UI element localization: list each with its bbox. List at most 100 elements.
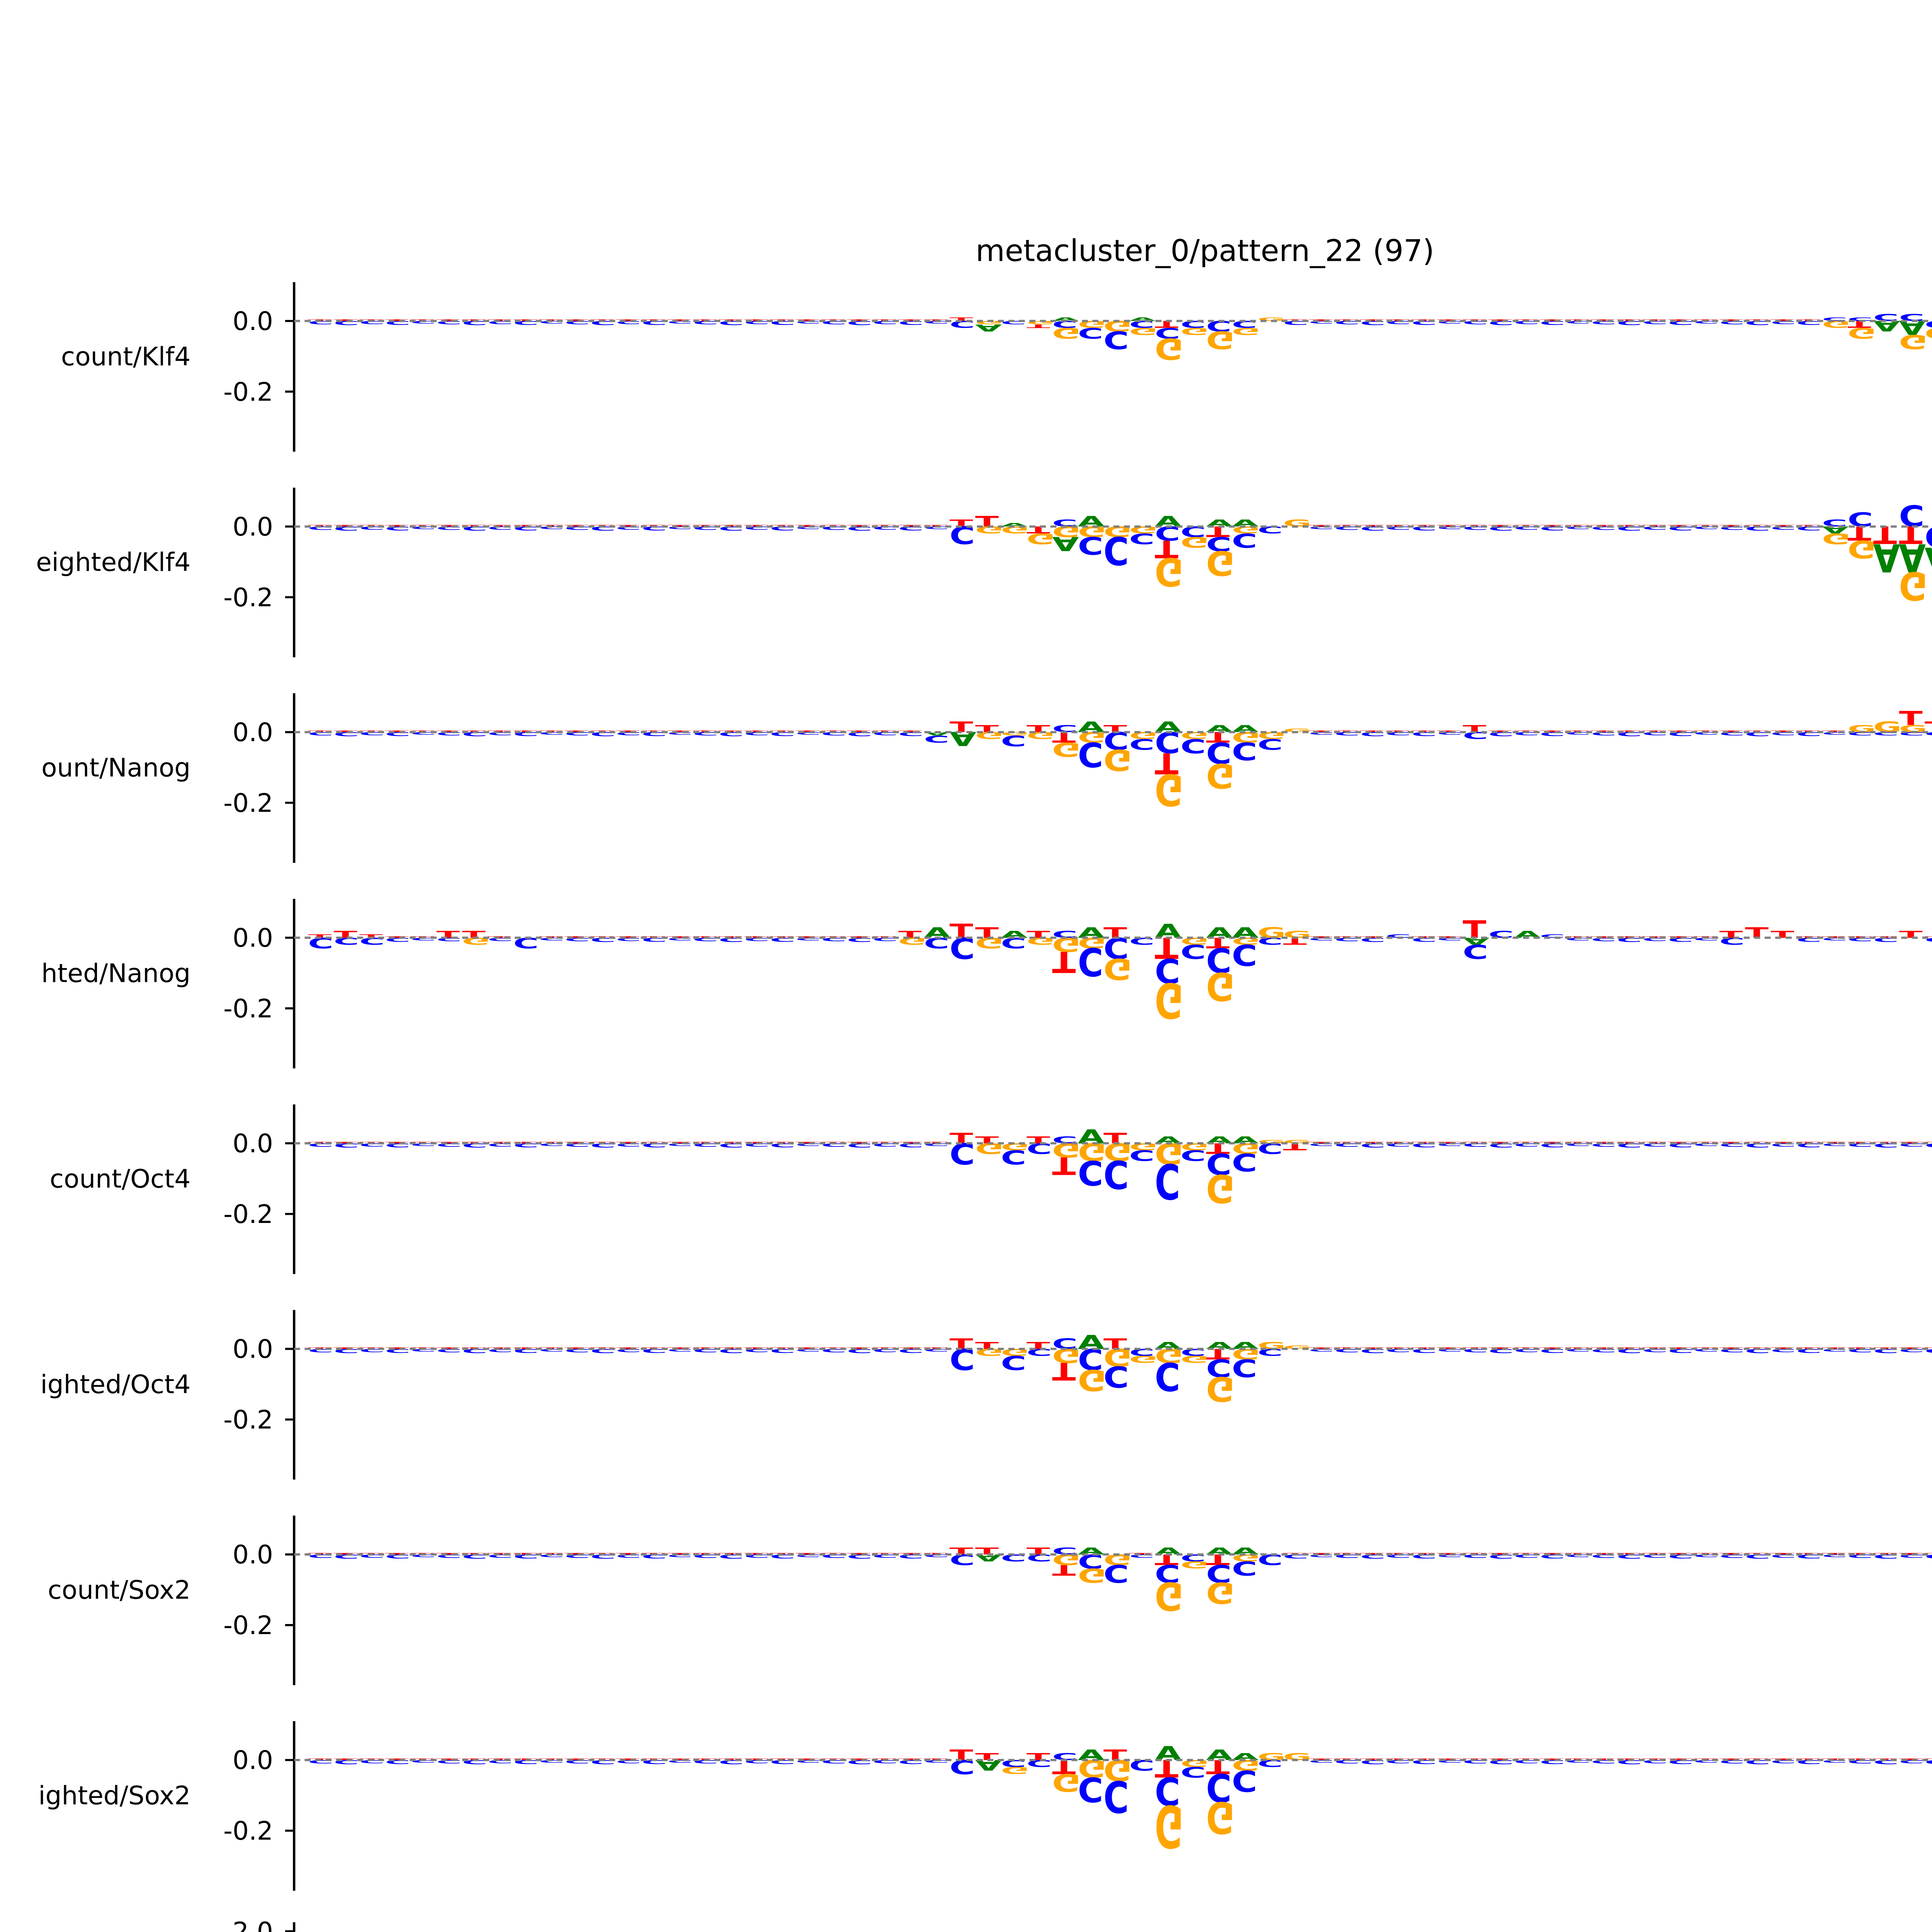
- logo-letter-c: C: [924, 526, 949, 530]
- logo-letter-c: C: [924, 1553, 949, 1558]
- logo-letter-c: C: [1309, 1759, 1334, 1764]
- logo-letter-c: C: [539, 320, 565, 325]
- logo-letter-g: G: [1026, 530, 1055, 547]
- logo-letter-t: T: [1360, 525, 1384, 527]
- logo-letter-c: C: [1283, 1553, 1309, 1559]
- logo-letter-c: C: [462, 320, 487, 326]
- logo-letter-t: T: [616, 525, 640, 527]
- logo-letter-t: T: [385, 730, 409, 733]
- logo-letter-c: C: [821, 731, 847, 737]
- logo-letter-g: G: [1180, 1141, 1209, 1152]
- logo-letter-c: C: [1514, 731, 1539, 736]
- logo-letter-c: C: [1437, 320, 1463, 325]
- panel-label: ighted/Oct4: [40, 1370, 190, 1400]
- logo-letter-c: C: [436, 1348, 462, 1354]
- logo-letter-a: A: [949, 727, 976, 750]
- logo-letter-g: G: [1129, 1141, 1158, 1152]
- logo-letter-t: T: [1463, 915, 1486, 944]
- logo-letter-t: T: [847, 319, 871, 321]
- logo-letter-c: C: [872, 1553, 898, 1558]
- logo-letter-t: T: [1309, 1141, 1333, 1144]
- logo-letter-t: T: [1437, 319, 1461, 321]
- logo-letter-g: G: [1155, 764, 1183, 815]
- logo-letter-c: C: [1334, 1348, 1360, 1354]
- logo-letter-c: C: [1565, 1142, 1591, 1147]
- logo-letter-t: T: [616, 1347, 640, 1349]
- logo-letter-c: C: [924, 1759, 949, 1764]
- logo-letter-t: T: [667, 936, 691, 938]
- logo-letter-c: C: [539, 526, 565, 530]
- logo-letter-c: C: [1078, 1770, 1103, 1809]
- logo-letter-t: T: [616, 936, 640, 938]
- logo-letter-c: C: [667, 1348, 693, 1352]
- logo-letter-t: T: [333, 1347, 357, 1349]
- logo-letter-c: C: [1129, 1147, 1155, 1164]
- logo-letter-t: T: [1822, 936, 1846, 938]
- logo-letter-g: G: [1206, 1576, 1235, 1610]
- logo-letter-g: G: [308, 1925, 337, 1932]
- logo-letter-c: C: [462, 1759, 487, 1765]
- logo-letter-c: C: [1822, 937, 1847, 941]
- logo-letter-a: A: [539, 1928, 566, 1932]
- logo-letter-t: T: [1591, 319, 1615, 321]
- logo-letter-g: G: [1001, 1765, 1029, 1776]
- logo-letter-g: G: [1155, 972, 1183, 1029]
- logo-letter-c: C: [847, 731, 872, 737]
- logo-letter-c: C: [1155, 1354, 1180, 1398]
- y-tick-label: 0.0: [233, 1745, 273, 1775]
- logo-letter-c: C: [872, 1759, 898, 1764]
- logo-letter-t: T: [436, 1347, 460, 1349]
- logo-letter-a: A: [1052, 532, 1079, 555]
- logo-letter-c: C: [1155, 725, 1180, 759]
- logo-letter-g: G: [1078, 1137, 1106, 1165]
- logo-letter-t: T: [1591, 1553, 1615, 1555]
- logo-letter-g: G: [1001, 524, 1029, 536]
- logo-letter-c: C: [1745, 1142, 1770, 1148]
- logo-letter-c: C: [821, 526, 847, 531]
- logo-letter-g: G: [1206, 1369, 1235, 1408]
- logo-letter-t: T: [1360, 730, 1384, 733]
- logo-letter-t: T: [1668, 936, 1692, 938]
- logo-letter-t: T: [333, 730, 357, 733]
- logo-letter-g: G: [1129, 524, 1158, 536]
- contrib-panel: 0.0-0.2ount/NanogTCTCTCTCTCTCTCTCTCTCTCT…: [41, 693, 1932, 863]
- logo-letter-c: C: [1001, 1351, 1026, 1374]
- logo-letter-a: A: [1180, 1905, 1208, 1932]
- logo-letter-t: T: [898, 730, 922, 733]
- logo-letter-t: T: [565, 936, 588, 938]
- logo-letter-a: A: [975, 322, 1002, 333]
- logo-letter-c: C: [1745, 525, 1770, 532]
- logo-letter-c: C: [1745, 1759, 1770, 1765]
- logo-letter-g: G: [1822, 530, 1850, 547]
- logo-letter-c: C: [1104, 726, 1129, 754]
- logo-letter-t: T: [1770, 1347, 1794, 1349]
- logo-letter-c: C: [821, 1553, 847, 1559]
- logo-letter-t: T: [436, 1141, 460, 1144]
- logo-letter-t: T: [1155, 931, 1179, 965]
- logo-letter-c: C: [1796, 1142, 1822, 1148]
- logo-letter-c: C: [1770, 1348, 1796, 1353]
- logo-letter-g: G: [1078, 1754, 1106, 1782]
- logo-letter-c: C: [1694, 320, 1719, 325]
- logo-letter-c: C: [616, 526, 641, 531]
- panels: 0.0-0.2count/Klf4TCTCTCTCTCTCTCTCTCTCTCT…: [36, 282, 1932, 1932]
- logo-letter-c: C: [1283, 320, 1309, 326]
- logo-letter-c: C: [1565, 526, 1591, 530]
- logo-letter-t: T: [667, 319, 691, 321]
- contrib-panel: 0.0-0.2hted/NanogTCTCTCTCTCTCTGTCCTCTCTC…: [41, 899, 1932, 1069]
- logo-letter-c: C: [1104, 1770, 1129, 1821]
- panel-label: hted/Nanog: [41, 959, 190, 988]
- logo-letter-c: C: [1078, 1342, 1103, 1376]
- logo-letter-t: T: [1925, 1553, 1932, 1555]
- logo-letter-c: C: [1822, 1142, 1847, 1147]
- panel-label: count/Sox2: [48, 1575, 190, 1605]
- logo-letter-g: G: [1925, 325, 1932, 342]
- logo-letter-g: G: [1180, 534, 1209, 551]
- logo-letter-g: G: [1104, 1753, 1132, 1787]
- logo-letter-c: C: [1694, 937, 1719, 941]
- logo-letter-c: C: [1334, 1759, 1360, 1765]
- logo-letter-c: C: [1104, 931, 1129, 965]
- logo-letter-c: C: [411, 731, 436, 736]
- logo-letter-t: T: [1437, 1758, 1461, 1760]
- logo-letter-c: C: [847, 1142, 872, 1148]
